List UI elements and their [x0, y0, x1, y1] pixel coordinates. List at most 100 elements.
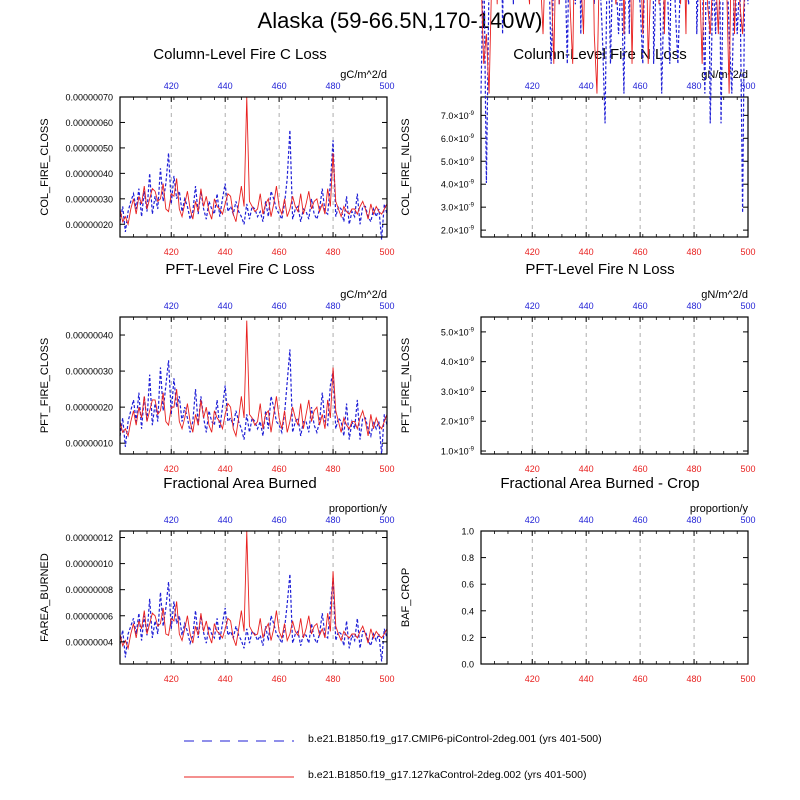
x-tick-label-top: 500 — [379, 81, 394, 91]
y-tick-label: 0.00000030 — [65, 367, 113, 377]
figure-title: Alaska (59-66.5N,170-140W) — [257, 8, 543, 33]
x-tick-label-top: 480 — [326, 515, 341, 525]
y-tick-exponent: -9 — [469, 226, 475, 232]
x-tick-label-bottom: 460 — [633, 247, 648, 257]
y-axis-label: COL_FIRE_CLOSS — [39, 118, 51, 215]
x-tick-label-bottom: 460 — [272, 674, 287, 684]
legend-label-cmip6-picontrol: b.e21.B1850.f19_g17.CMIP6-piControl-2deg… — [308, 733, 602, 745]
y-tick-exponent: -9 — [469, 203, 475, 209]
x-tick-label-bottom: 480 — [326, 464, 341, 474]
x-tick-label-bottom: 440 — [218, 674, 233, 684]
panel-title-pft-fire-c: PFT-Level Fire C Loss — [165, 261, 315, 278]
plot-frame — [119, 530, 388, 665]
x-tick-label-top: 440 — [579, 81, 594, 91]
x-tick-label-top: 500 — [740, 81, 755, 91]
panel-title-col-fire-c: Column-Level Fire C Loss — [153, 46, 327, 63]
x-tick-label-top: 500 — [379, 515, 394, 525]
y-tick-mantissa: 2.0×10 — [441, 226, 469, 236]
y-tick-label: 6.0×10-9 — [441, 134, 475, 144]
x-tick-label-top: 460 — [272, 515, 287, 525]
y-tick-label: 5.0×10-9 — [441, 157, 475, 167]
y-tick-label: 0.00000040 — [65, 331, 113, 341]
x-tick-label-top: 420 — [525, 301, 540, 311]
units-label: proportion/y — [690, 503, 749, 515]
units-label: gC/m^2/d — [340, 69, 387, 81]
units-label: gN/m^2/d — [701, 289, 748, 301]
y-tick-label: 0.00000040 — [65, 169, 113, 179]
x-tick-label-bottom: 500 — [379, 247, 394, 257]
panel-title-pft-fire-n: PFT-Level Fire N Loss — [525, 261, 675, 278]
y-tick-label: 4.0×10-9 — [441, 357, 475, 367]
x-tick-label-top: 460 — [633, 301, 648, 311]
chart-panel-0: 420420440440460460480480500500gC/m^2/d0.… — [39, 69, 395, 257]
x-tick-label-bottom: 440 — [218, 464, 233, 474]
x-tick-label-bottom: 500 — [379, 464, 394, 474]
y-tick-exponent: -9 — [469, 417, 475, 423]
x-tick-label-bottom: 500 — [379, 674, 394, 684]
y-tick-label: 0.2 — [461, 633, 474, 643]
x-tick-label-bottom: 460 — [272, 464, 287, 474]
y-tick-exponent: -9 — [469, 111, 475, 117]
x-tick-label-top: 460 — [272, 301, 287, 311]
x-tick-label-bottom: 480 — [326, 674, 341, 684]
y-tick-exponent: -9 — [469, 327, 475, 333]
y-tick-mantissa: 7.0×10 — [441, 111, 469, 121]
series-line-cmip6-picontrol — [119, 130, 388, 240]
y-tick-label: 0.4 — [461, 606, 474, 616]
y-tick-label: 0.00000010 — [65, 559, 113, 569]
legend-swatch-solid-red — [184, 776, 294, 778]
x-tick-label-top: 500 — [740, 301, 755, 311]
x-tick-label-top: 440 — [218, 81, 233, 91]
series-line-cmip6-picontrol — [119, 349, 388, 455]
y-tick-label: 0.00000006 — [65, 611, 113, 621]
y-tick-mantissa: 4.0×10 — [441, 357, 469, 367]
x-tick-label-top: 420 — [164, 81, 179, 91]
y-tick-mantissa: 5.0×10 — [441, 157, 469, 167]
x-tick-label-top: 480 — [326, 301, 341, 311]
y-axis-label: FAREA_BURNED — [39, 553, 51, 642]
x-tick-label-top: 440 — [579, 301, 594, 311]
x-tick-label-bottom: 420 — [525, 247, 540, 257]
x-tick-label-top: 500 — [379, 301, 394, 311]
x-tick-label-top: 420 — [164, 515, 179, 525]
x-tick-label-top: 440 — [579, 515, 594, 525]
x-tick-label-top: 480 — [687, 301, 702, 311]
y-tick-label: 1.0×10-9 — [441, 447, 475, 457]
x-tick-label-top: 420 — [164, 301, 179, 311]
units-label: gN/m^2/d — [701, 69, 748, 81]
x-tick-label-top: 500 — [740, 515, 755, 525]
series-line-127ka-control — [119, 320, 388, 438]
panel-title-farea-burned: Fractional Area Burned — [163, 475, 317, 492]
y-tick-mantissa: 3.0×10 — [441, 203, 469, 213]
y-tick-label: 0.00000004 — [65, 637, 113, 647]
x-tick-label-bottom: 440 — [218, 247, 233, 257]
y-tick-label: 0.00000070 — [65, 93, 113, 103]
x-tick-label-bottom: 500 — [740, 464, 755, 474]
y-tick-mantissa: 1.0×10 — [441, 447, 469, 457]
x-tick-label-top: 460 — [633, 81, 648, 91]
x-tick-label-top: 440 — [218, 515, 233, 525]
x-tick-label-bottom: 420 — [525, 674, 540, 684]
units-label: proportion/y — [329, 503, 388, 515]
x-tick-label-bottom: 440 — [579, 464, 594, 474]
series-line-127ka-control — [119, 96, 388, 227]
y-tick-exponent: -9 — [469, 134, 475, 140]
y-tick-mantissa: 3.0×10 — [441, 387, 469, 397]
y-tick-label: 0.00000012 — [65, 533, 113, 543]
series-line-cmip6-picontrol — [480, 0, 749, 213]
y-tick-label: 0.00000030 — [65, 194, 113, 204]
y-tick-exponent: -9 — [469, 357, 475, 363]
y-axis-label: PFT_FIRE_CLOSS — [39, 338, 51, 433]
x-tick-label-bottom: 420 — [164, 247, 179, 257]
y-tick-label: 1.0 — [461, 527, 474, 537]
x-tick-label-bottom: 480 — [687, 464, 702, 474]
series-line-127ka-control — [481, 0, 745, 94]
x-tick-label-top: 480 — [687, 81, 702, 91]
y-tick-label: 0.00000050 — [65, 143, 113, 153]
y-tick-label: 4.0×10-9 — [441, 180, 475, 190]
x-tick-label-bottom: 420 — [164, 674, 179, 684]
x-tick-label-top: 460 — [633, 515, 648, 525]
plot-frame — [119, 316, 388, 455]
